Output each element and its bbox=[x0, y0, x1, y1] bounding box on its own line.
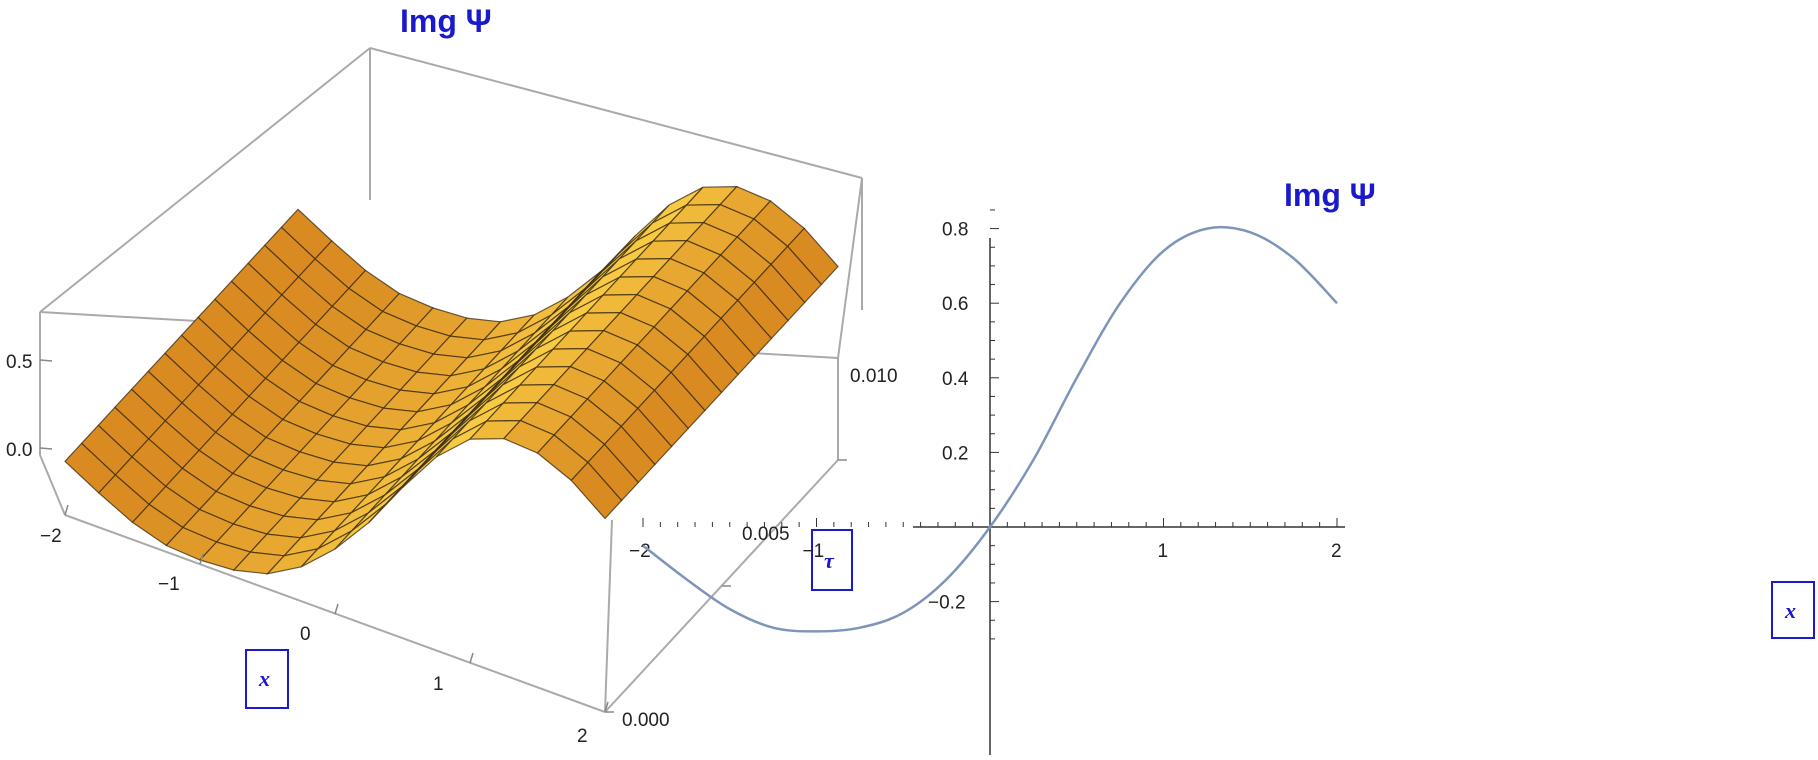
x-tick-label: 1 bbox=[1158, 541, 1169, 562]
surface-mesh bbox=[64, 185, 839, 575]
line-plot: Img Ψ −2 −1 1 2 0.8 0.6 0.4 0.2 −0.2 x bbox=[629, 177, 1815, 755]
tau-tick-label: 0.010 bbox=[850, 366, 898, 387]
x-tick-label: −1 bbox=[803, 541, 825, 562]
y-tick-label: −0.2 bbox=[928, 593, 966, 614]
series-line bbox=[642, 225, 1338, 633]
surface-patch bbox=[570, 461, 623, 520]
surface-plot: Img Ψ 0.5 0.0 bbox=[6, 3, 898, 747]
x-axis-ticks bbox=[64, 504, 609, 713]
surface-plot-title: Img Ψ bbox=[400, 3, 492, 39]
svg-text:τ: τ bbox=[824, 548, 835, 573]
x-tick-label: 2 bbox=[1331, 541, 1342, 562]
x-tick-label: −2 bbox=[40, 526, 62, 547]
line-plot-axes bbox=[913, 238, 1345, 755]
line-plot-title: Img Ψ bbox=[1284, 177, 1376, 213]
z-axis-ticks bbox=[39, 359, 53, 450]
x-tick-label: −1 bbox=[158, 574, 180, 595]
x-axis-label: x bbox=[1771, 581, 1815, 639]
y-tick-label: 0.2 bbox=[942, 443, 968, 464]
y-tick-label: 0.6 bbox=[942, 294, 968, 315]
svg-text:x: x bbox=[1784, 598, 1796, 623]
y-tick-label: 0.4 bbox=[942, 369, 969, 390]
x-axis-label: x bbox=[245, 649, 289, 709]
svg-text:x: x bbox=[258, 666, 270, 691]
tau-axis-ticks bbox=[605, 459, 847, 713]
tau-tick-label: 0.000 bbox=[622, 710, 670, 731]
z-tick-label: 0.0 bbox=[6, 440, 32, 461]
tau-tick-label: 0.005 bbox=[742, 524, 790, 545]
z-tick-label: 0.5 bbox=[6, 352, 32, 373]
tau-axis-label: τ bbox=[811, 529, 853, 591]
y-tick-label: 0.8 bbox=[942, 220, 968, 241]
x-tick-label: 1 bbox=[433, 674, 444, 695]
line-plot-tick-labels: −2 −1 1 2 0.8 0.6 0.4 0.2 −0.2 bbox=[629, 220, 1342, 614]
x-tick-label: 2 bbox=[577, 726, 588, 747]
x-tick-label: −2 bbox=[629, 541, 651, 562]
line-plot-ticks bbox=[642, 209, 1338, 640]
x-tick-label: 0 bbox=[300, 624, 311, 645]
